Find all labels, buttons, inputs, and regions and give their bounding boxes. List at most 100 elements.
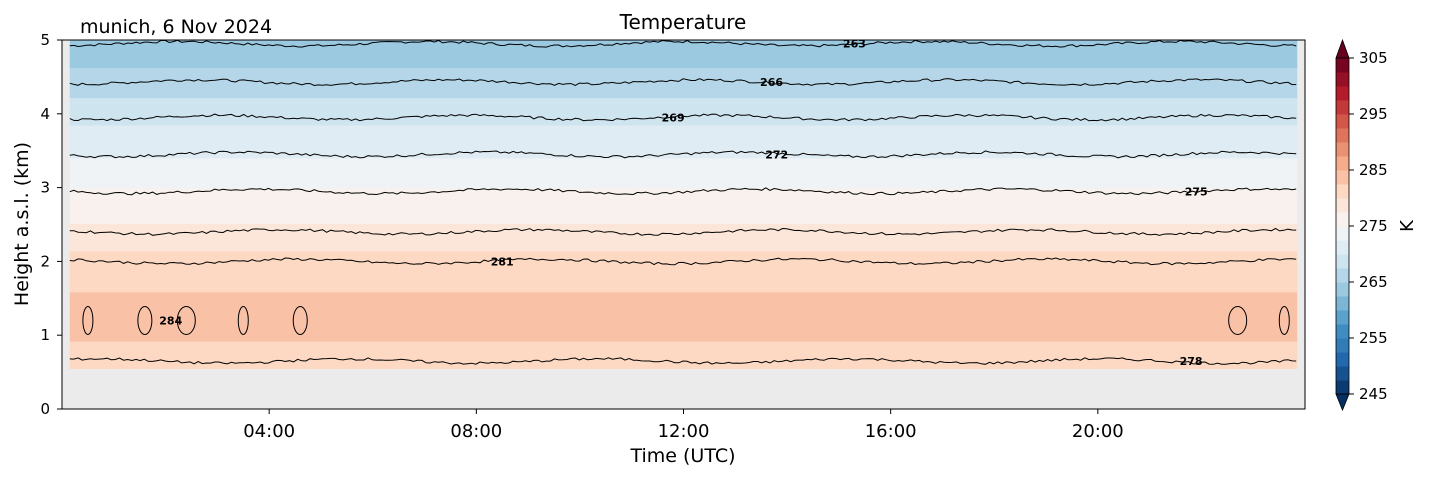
temperature-band xyxy=(69,239,1298,244)
temperature-band xyxy=(69,174,1298,178)
contour-line-281 xyxy=(69,257,1297,266)
colorbar-segment xyxy=(1336,380,1349,395)
contour-line-284 xyxy=(1278,305,1290,335)
temperature-band xyxy=(69,78,1298,82)
temperature-band xyxy=(69,365,1298,370)
temperature-band xyxy=(69,138,1298,142)
temperature-band xyxy=(69,289,1298,293)
colorbar-segment xyxy=(1336,282,1349,297)
x-tick-label: 20:00 xyxy=(1072,421,1124,442)
temperature-band xyxy=(69,294,1298,298)
temperature-band xyxy=(69,179,1298,183)
temperature-band xyxy=(69,108,1298,112)
colorbar-segment xyxy=(1336,240,1349,255)
temperature-band xyxy=(69,250,1298,255)
contour-line-278 xyxy=(69,357,1297,365)
contour-label: 275 xyxy=(1185,185,1208,198)
temperature-band xyxy=(69,122,1298,126)
temperature-band xyxy=(69,226,1298,230)
contour-labels: 263 266 269 272 275 281 278 284 xyxy=(159,38,1207,368)
temperature-band xyxy=(69,149,1298,153)
temperature-band xyxy=(69,335,1298,339)
temperature-band xyxy=(69,261,1298,266)
temperature-band xyxy=(69,97,1298,101)
temperature-band xyxy=(69,209,1298,214)
temperature-band xyxy=(69,48,1298,52)
y-tick-label: 5 xyxy=(40,31,50,49)
colorbar-segment xyxy=(1336,268,1349,283)
colorbar-segment xyxy=(1336,352,1349,367)
temperature-band xyxy=(69,86,1298,90)
temperature-band xyxy=(69,275,1298,279)
colorbar-tick-label: 275 xyxy=(1359,217,1388,235)
temperature-band xyxy=(69,242,1298,246)
temperature-band xyxy=(69,346,1298,350)
temperature-band xyxy=(69,157,1298,162)
temperature-band xyxy=(69,327,1298,331)
contour-label: 281 xyxy=(491,255,514,268)
temperature-band xyxy=(69,206,1298,211)
temperature-band xyxy=(69,272,1298,276)
colorbar-segment xyxy=(1336,212,1349,227)
temperature-band xyxy=(69,223,1298,227)
y-axis-label: Height a.s.l. (km) xyxy=(11,142,33,306)
plot-area xyxy=(62,40,1305,409)
temperature-band xyxy=(69,198,1298,203)
colorbar-segment xyxy=(1336,198,1349,213)
temperature-band xyxy=(69,64,1298,68)
temperature-band xyxy=(69,61,1298,66)
temperature-band xyxy=(69,75,1298,79)
temperature-band xyxy=(69,100,1298,104)
temperature-band xyxy=(69,119,1298,123)
colorbar-segment xyxy=(1336,338,1349,353)
contour-label: 278 xyxy=(1180,355,1203,368)
y-tick-label: 0 xyxy=(40,400,50,418)
temperature-band xyxy=(69,83,1298,88)
colorbar-tick-label: 255 xyxy=(1359,329,1388,347)
temperature-band xyxy=(69,45,1298,49)
contour-line-266 xyxy=(69,78,1297,87)
colorbar-segment xyxy=(1336,128,1349,143)
colorbar: 245 255 265 275 285 295 305 xyxy=(1335,38,1388,412)
temperature-band xyxy=(69,267,1298,271)
temperature-band xyxy=(69,321,1298,326)
temperature-band xyxy=(69,305,1298,309)
temperature-band xyxy=(69,264,1298,268)
temperature-band xyxy=(69,163,1298,167)
contour-label: 263 xyxy=(843,38,866,51)
temperature-band xyxy=(69,50,1298,55)
colorbar-segment xyxy=(1336,226,1349,241)
temperature-band xyxy=(69,351,1298,356)
temperature-band xyxy=(69,105,1298,110)
temperature-band xyxy=(69,280,1298,285)
contour-line-284 xyxy=(292,305,308,335)
x-axis-ticks: 04:00 08:00 12:00 16:00 20:00 xyxy=(243,409,1124,442)
temperature-band xyxy=(69,168,1298,172)
colorbar-segment xyxy=(1336,114,1349,129)
temperature-band xyxy=(69,111,1298,115)
temperature-band xyxy=(69,89,1298,93)
temperature-band xyxy=(69,302,1298,307)
temperature-band xyxy=(69,220,1298,224)
y-tick-label: 3 xyxy=(40,179,50,197)
colorbar-segment xyxy=(1336,184,1349,199)
temperature-band xyxy=(69,135,1298,140)
temperature-band xyxy=(69,81,1298,85)
temperature-band xyxy=(69,116,1298,120)
temperature-band xyxy=(69,316,1298,320)
temperature-band xyxy=(69,94,1298,99)
contour-label: 272 xyxy=(765,148,788,161)
temperature-band xyxy=(69,53,1298,58)
temperature-band xyxy=(69,217,1298,222)
temperature-band xyxy=(69,278,1298,282)
temperature-band xyxy=(69,324,1298,328)
temperature-band xyxy=(69,160,1298,164)
temperature-band xyxy=(69,341,1298,345)
colorbar-segment xyxy=(1336,100,1349,115)
colorbar-tick-label: 265 xyxy=(1359,273,1388,291)
x-tick-label: 16:00 xyxy=(865,421,917,442)
temperature-band xyxy=(69,67,1298,71)
colorbar-segment xyxy=(1336,324,1349,339)
temperature-band xyxy=(69,299,1298,304)
